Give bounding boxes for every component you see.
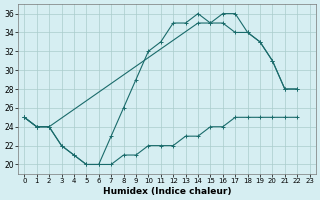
X-axis label: Humidex (Indice chaleur): Humidex (Indice chaleur) — [103, 187, 231, 196]
